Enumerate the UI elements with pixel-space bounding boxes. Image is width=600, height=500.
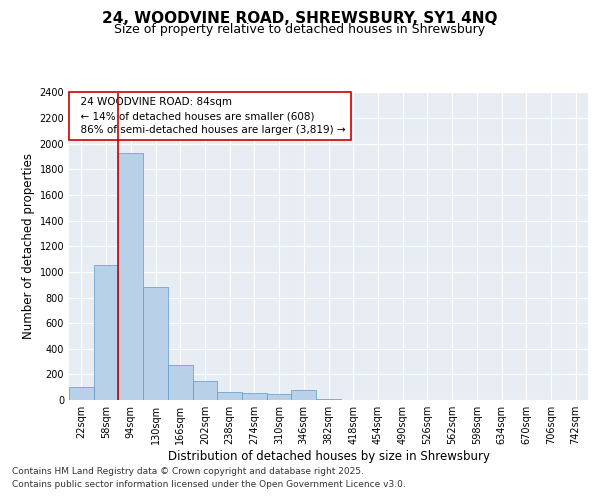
Text: 24 WOODVINE ROAD: 84sqm
  ← 14% of detached houses are smaller (608)
  86% of se: 24 WOODVINE ROAD: 84sqm ← 14% of detache…	[74, 97, 346, 135]
Bar	[168, 366, 193, 400]
Bar	[143, 287, 168, 400]
Bar	[94, 266, 118, 400]
Text: Size of property relative to detached houses in Shrewsbury: Size of property relative to detached ho…	[115, 22, 485, 36]
Bar	[118, 152, 143, 400]
X-axis label: Distribution of detached houses by size in Shrewsbury: Distribution of detached houses by size …	[167, 450, 490, 463]
Bar	[292, 390, 316, 400]
Bar	[242, 393, 267, 400]
Bar	[267, 394, 292, 400]
Text: Contains HM Land Registry data © Crown copyright and database right 2025.: Contains HM Land Registry data © Crown c…	[12, 467, 364, 476]
Text: Contains public sector information licensed under the Open Government Licence v3: Contains public sector information licen…	[12, 480, 406, 489]
Bar	[193, 381, 217, 400]
Bar	[217, 392, 242, 400]
Bar	[69, 387, 94, 400]
Text: 24, WOODVINE ROAD, SHREWSBURY, SY1 4NQ: 24, WOODVINE ROAD, SHREWSBURY, SY1 4NQ	[102, 11, 498, 26]
Y-axis label: Number of detached properties: Number of detached properties	[22, 153, 35, 339]
